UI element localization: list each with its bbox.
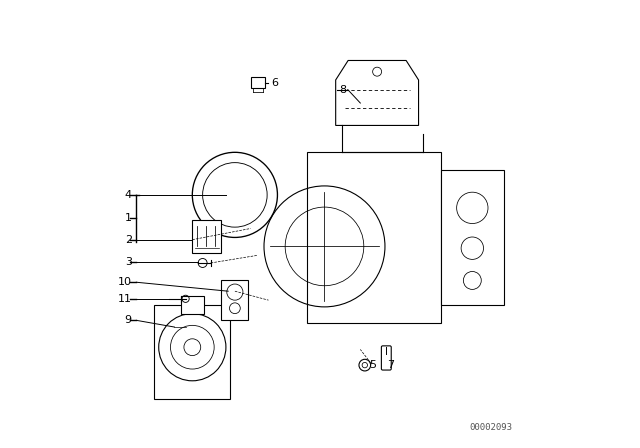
Text: 4: 4 — [125, 190, 132, 200]
Text: 10: 10 — [118, 277, 132, 287]
Text: 11: 11 — [118, 294, 132, 304]
Text: 5: 5 — [369, 360, 376, 370]
Text: 8: 8 — [339, 85, 346, 95]
FancyBboxPatch shape — [181, 296, 204, 314]
FancyBboxPatch shape — [154, 305, 230, 399]
FancyBboxPatch shape — [307, 152, 441, 323]
Text: 1: 1 — [125, 213, 132, 223]
Text: 00002093: 00002093 — [470, 423, 513, 432]
Text: 9: 9 — [125, 315, 132, 325]
FancyBboxPatch shape — [251, 77, 266, 88]
Text: 7: 7 — [387, 360, 394, 370]
Text: 6: 6 — [271, 78, 278, 88]
FancyBboxPatch shape — [441, 170, 504, 305]
FancyBboxPatch shape — [381, 346, 391, 370]
FancyBboxPatch shape — [192, 220, 221, 253]
Text: 3: 3 — [125, 257, 132, 267]
FancyBboxPatch shape — [221, 280, 248, 320]
Text: 2: 2 — [125, 235, 132, 245]
